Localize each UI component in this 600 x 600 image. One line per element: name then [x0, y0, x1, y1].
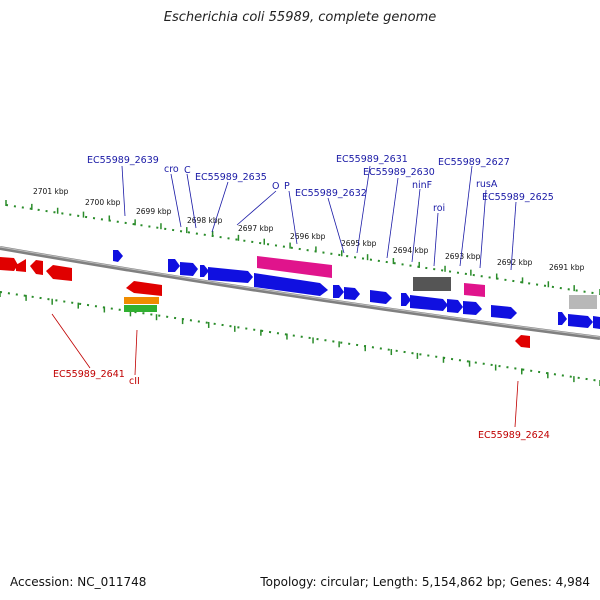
gene-arrow-forward[interactable]: [401, 293, 411, 306]
gene-arrow-reverse[interactable]: [126, 281, 162, 296]
gene-arrow-reverse[interactable]: [16, 259, 26, 272]
gene-label[interactable]: C: [184, 165, 191, 176]
gene-label[interactable]: EC55989_2627: [438, 157, 510, 168]
gene-label[interactable]: EC55989_2624: [478, 430, 550, 441]
gene-block-orange[interactable]: [124, 297, 159, 304]
genome-title: Escherichia coli 55989, complete genome: [163, 10, 437, 25]
feature-block-light-gray[interactable]: [569, 295, 597, 309]
gene-arrow-reverse[interactable]: [0, 257, 18, 271]
lower-leader-lines: [51, 313, 519, 428]
scale-label: 2700 kbp: [85, 198, 121, 207]
gene-arrow-forward[interactable]: [344, 287, 360, 300]
gene-arrow-forward[interactable]: [593, 316, 600, 329]
gene-label[interactable]: P: [284, 181, 290, 192]
gene-arrow-forward[interactable]: [254, 273, 328, 296]
gene-arrow-forward[interactable]: [491, 305, 517, 319]
gene-arrow-forward[interactable]: [568, 314, 593, 328]
scale-label: 2693 kbp: [445, 252, 481, 261]
gene-block-green[interactable]: [124, 305, 157, 312]
cII-block: [124, 281, 162, 312]
gene-label[interactable]: EC55989_2625: [482, 192, 554, 203]
gene-label[interactable]: O: [272, 181, 279, 192]
scale-label: 2699 kbp: [136, 207, 172, 216]
gene-label[interactable]: EC55989_2632: [295, 188, 367, 199]
gene-arrow-forward[interactable]: [168, 259, 180, 272]
scale-label: 2698 kbp: [187, 216, 223, 225]
gene-arrow-reverse[interactable]: [515, 335, 530, 348]
scale-label: 2701 kbp: [33, 187, 69, 196]
gene-arrow-forward[interactable]: [410, 295, 448, 311]
scale-label: 2697 kbp: [238, 224, 274, 233]
gene-arrow-forward[interactable]: [558, 312, 567, 325]
scale-label: 2691 kbp: [549, 263, 585, 272]
gene-arrow-forward[interactable]: [370, 290, 392, 304]
gene-label[interactable]: EC55989_2641: [53, 369, 125, 380]
lower-gene-labels: EC55989_2641 cII EC55989_2624: [53, 369, 550, 441]
gene-arrow-forward[interactable]: [208, 267, 253, 283]
accession-text: Accession: NC_011748: [10, 575, 147, 589]
lower-scale-ticks: [0, 291, 600, 386]
gene-arrow-forward[interactable]: [447, 299, 463, 313]
scale-label: 2692 kbp: [497, 258, 533, 267]
upper-scale-ticks: [5, 200, 600, 295]
gene-label[interactable]: EC55989_2631: [336, 154, 408, 165]
gene-arrow-forward[interactable]: [333, 285, 344, 298]
gene-label[interactable]: EC55989_2630: [363, 167, 435, 178]
gene-label[interactable]: ninF: [412, 180, 432, 191]
lower-scale-ruler: [0, 291, 600, 382]
gene-label[interactable]: cII: [129, 376, 140, 387]
gene-arrow-reverse[interactable]: [46, 265, 72, 281]
reverse-genes-left: [0, 257, 72, 281]
feature-block-magenta[interactable]: [257, 256, 332, 278]
gene-label[interactable]: cro: [164, 164, 179, 175]
upper-gene-labels: EC55989_2639 cro C EC55989_2635 O P EC55…: [87, 154, 554, 214]
gene-arrow-forward[interactable]: [200, 265, 209, 277]
genome-backbone: [0, 246, 600, 340]
gene-label[interactable]: roi: [433, 203, 445, 214]
magenta-features: [257, 256, 485, 297]
gene-arrow-forward[interactable]: [180, 262, 198, 276]
topology-summary-text: Topology: circular; Length: 5,154,862 bp…: [260, 575, 590, 589]
gene-label[interactable]: EC55989_2639: [87, 155, 159, 166]
feature-block-magenta[interactable]: [464, 283, 485, 297]
feature-block-dark-gray[interactable]: [413, 277, 451, 291]
gene-arrow-reverse[interactable]: [30, 260, 43, 275]
gene-label[interactable]: rusA: [476, 179, 498, 190]
gene-arrow-forward[interactable]: [463, 301, 482, 315]
upper-leader-lines: [121, 165, 517, 271]
forward-genes: [113, 250, 600, 329]
genome-backbone-highlight: [0, 246, 600, 338]
scale-label: 2694 kbp: [393, 246, 429, 255]
gene-label[interactable]: EC55989_2635: [195, 172, 267, 183]
scale-label: 2696 kbp: [290, 232, 326, 241]
gene-arrow-forward[interactable]: [113, 250, 123, 262]
